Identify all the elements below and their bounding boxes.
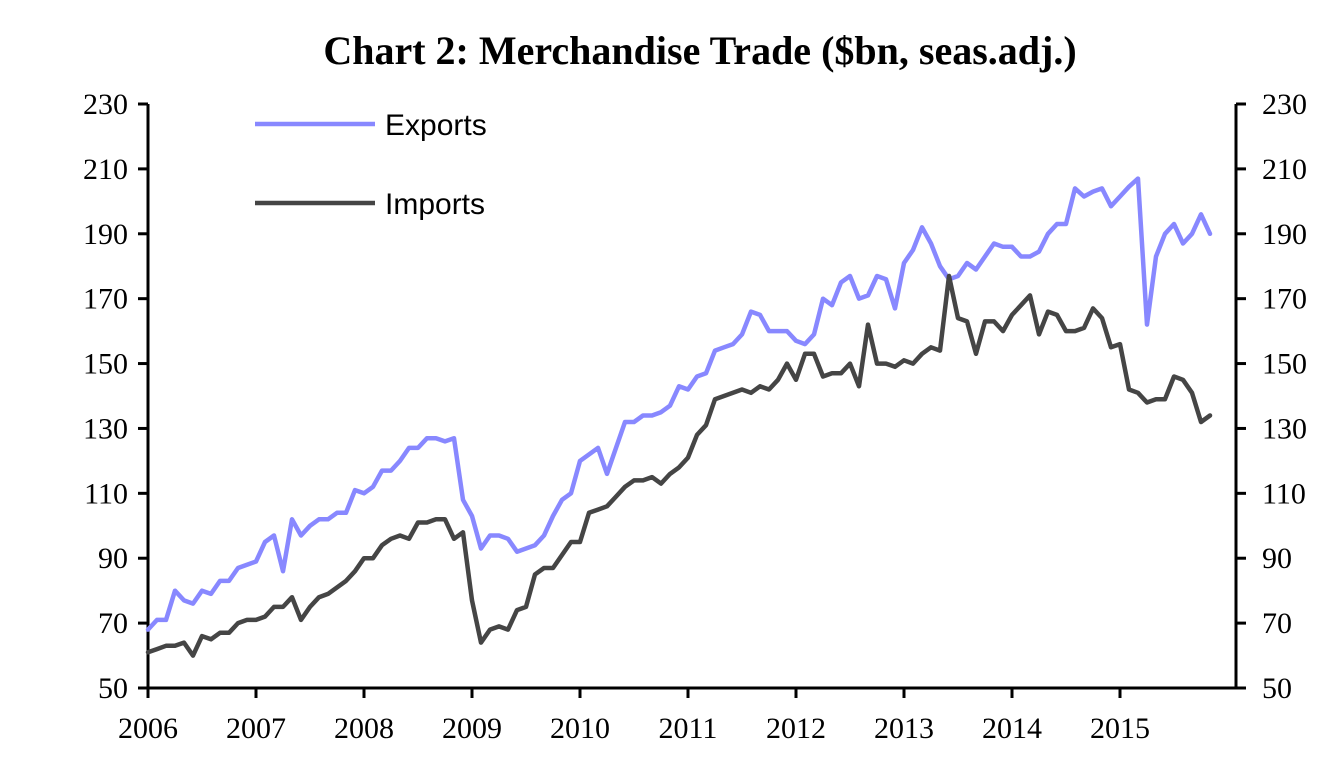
y-tick-label-left: 50 <box>98 672 128 705</box>
y-tick-label-left: 230 <box>83 88 128 121</box>
y-tick-label-left: 210 <box>83 153 128 186</box>
x-tick-label: 2010 <box>550 712 610 745</box>
series-line-imports <box>145 273 1213 658</box>
x-tick-label: 2015 <box>1090 712 1150 745</box>
y-tick-label-right: 190 <box>1262 218 1307 251</box>
y-tick-label-left: 90 <box>98 542 128 575</box>
y-tick-label-right: 90 <box>1262 542 1292 575</box>
y-tick-label-left: 170 <box>83 283 128 316</box>
y-tick-label-left: 110 <box>84 477 128 510</box>
x-tick-label: 2007 <box>226 712 286 745</box>
x-tick-label: 2011 <box>659 712 718 745</box>
legend-label-exports: Exports <box>385 109 487 142</box>
y-tick-label-left: 70 <box>98 607 128 640</box>
legend: Exports Imports <box>255 109 487 221</box>
y-tick-label-right: 230 <box>1262 88 1307 121</box>
y-tick-label-left: 190 <box>83 218 128 251</box>
x-tick-label: 2009 <box>442 712 502 745</box>
y-tick-label-right: 170 <box>1262 283 1307 316</box>
y-tick-label-right: 70 <box>1262 607 1292 640</box>
series-lines <box>145 176 1213 658</box>
y-tick-label-right: 150 <box>1262 348 1307 381</box>
y-tick-label-right: 210 <box>1262 153 1307 186</box>
x-tick-label: 2008 <box>334 712 394 745</box>
y-tick-label-right: 130 <box>1262 412 1307 445</box>
chart-title: Chart 2: Merchandise Trade ($bn, seas.ad… <box>323 28 1076 73</box>
legend-label-imports: Imports <box>385 188 485 221</box>
x-tick-label: 2012 <box>766 712 826 745</box>
y-tick-label-left: 150 <box>83 348 128 381</box>
y-tick-label-right: 110 <box>1262 477 1306 510</box>
series-line-exports <box>145 176 1213 632</box>
x-tick-label: 2013 <box>874 712 934 745</box>
axes: 50 50 70 70 90 90 110 110 130 130 150 150 170 170 190 1… <box>83 88 1307 745</box>
y-tick-label-right: 50 <box>1262 672 1292 705</box>
x-tick-label: 2014 <box>982 712 1042 745</box>
y-tick-label-left: 130 <box>83 412 128 445</box>
x-tick-label: 2006 <box>118 712 178 745</box>
